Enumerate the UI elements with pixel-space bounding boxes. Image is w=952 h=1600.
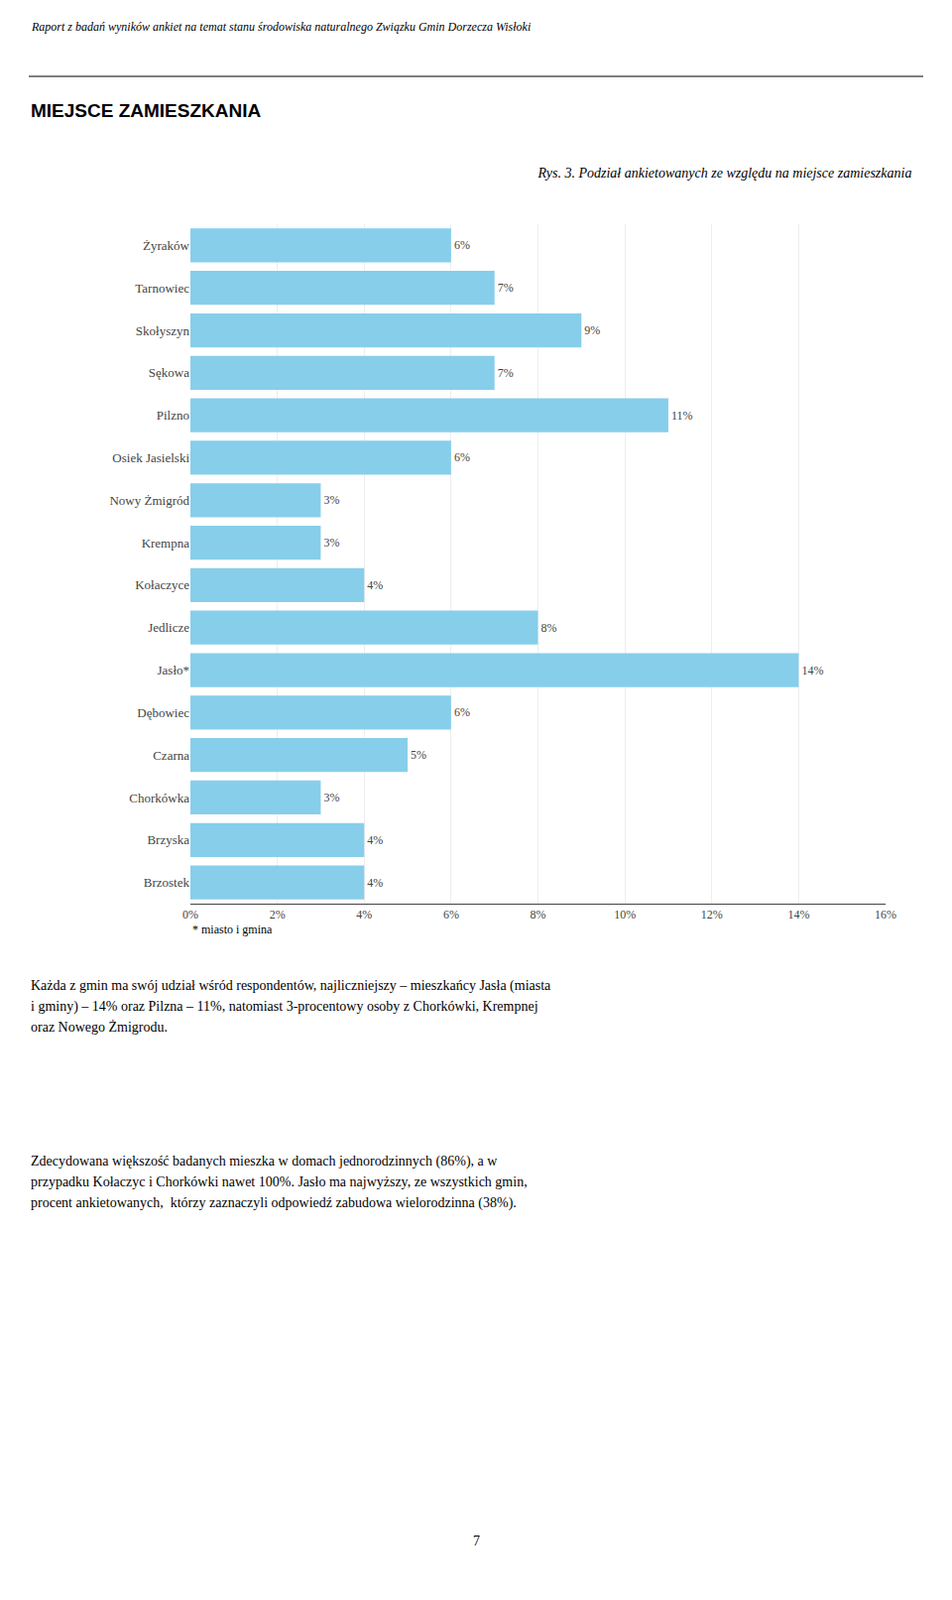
svg-text:MIEJSCE ZAMIESZKANIA: MIEJSCE ZAMIESZKANIA	[30, 100, 262, 121]
svg-text:12%: 12%	[701, 907, 723, 922]
svg-text:Jasło*: Jasło*	[157, 662, 191, 678]
svg-text:7%: 7%	[497, 365, 514, 380]
svg-text:Żyraków: Żyraków	[142, 238, 191, 253]
svg-text:4%: 4%	[366, 578, 383, 593]
svg-text:i gminy) – 14% oraz Pilzna – 1: i gminy) – 14% oraz Pilzna – 11%, natomi…	[30, 998, 539, 1015]
svg-text:Brzyska: Brzyska	[146, 832, 190, 847]
svg-text:2%: 2%	[269, 907, 286, 922]
svg-text:8%: 8%	[530, 907, 547, 922]
svg-text:4%: 4%	[366, 833, 383, 847]
svg-text:Dębowiec: Dębowiec	[136, 705, 190, 720]
svg-text:Zdecydowana większość badanych: Zdecydowana większość badanych mieszka w…	[30, 1153, 498, 1170]
svg-text:oraz Nowego Żmigrodu.: oraz Nowego Żmigrodu.	[30, 1019, 168, 1035]
svg-text:6%: 6%	[454, 238, 471, 252]
svg-text:6%: 6%	[454, 450, 471, 465]
svg-text:7: 7	[473, 1533, 480, 1548]
svg-text:Rys. 3. Podział ankietowanych: Rys. 3. Podział ankietowanych ze względu…	[537, 165, 913, 181]
svg-text:8%: 8%	[541, 620, 558, 635]
svg-text:Tarnowiec: Tarnowiec	[134, 280, 190, 296]
svg-text:Osiek Jasielski: Osiek Jasielski	[112, 450, 190, 466]
svg-text:3%: 3%	[323, 535, 340, 550]
svg-text:Raport z badań wyników ankiet: Raport z badań wyników ankiet na temat s…	[30, 19, 531, 34]
svg-text:przypadku Kołaczyc i Chorkówki: przypadku Kołaczyc i Chorkówki nawet 100…	[30, 1174, 528, 1190]
svg-text:6%: 6%	[443, 907, 460, 922]
svg-text:Brzostek: Brzostek	[143, 874, 191, 890]
svg-text:Każda z gmin ma swój udział wś: Każda z gmin ma swój udział wśród respon…	[30, 977, 552, 994]
svg-text:16%: 16%	[874, 907, 897, 922]
svg-text:6%: 6%	[454, 705, 471, 719]
svg-text:5%: 5%	[410, 747, 427, 762]
svg-text:Nowy Żmigród: Nowy Żmigród	[109, 492, 190, 508]
svg-text:Pilzno: Pilzno	[156, 407, 190, 423]
svg-text:3%: 3%	[323, 492, 340, 507]
svg-text:* miasto i gmina: * miasto i gmina	[192, 922, 273, 937]
svg-text:Sękowa: Sękowa	[148, 364, 190, 380]
svg-text:4%: 4%	[366, 875, 383, 890]
svg-text:Skołyszyn: Skołyszyn	[135, 323, 191, 339]
svg-text:0%: 0%	[182, 907, 199, 922]
svg-text:3%: 3%	[323, 790, 340, 805]
svg-text:Kołaczyce: Kołaczyce	[134, 577, 190, 593]
svg-text:9%: 9%	[584, 323, 600, 338]
svg-text:4%: 4%	[356, 907, 372, 922]
svg-text:11%: 11%	[671, 408, 694, 423]
svg-text:Jedlicze: Jedlicze	[147, 619, 190, 635]
svg-text:14%: 14%	[801, 663, 824, 678]
svg-text:Krempna: Krempna	[141, 535, 191, 551]
svg-text:procent ankietowanych, którzy: procent ankietowanych, którzy zaznaczyli…	[30, 1194, 517, 1211]
svg-text:Chorkówka: Chorkówka	[128, 790, 190, 806]
svg-text:7%: 7%	[497, 280, 514, 295]
svg-text:14%: 14%	[787, 907, 810, 922]
svg-text:Czarna: Czarna	[152, 747, 190, 763]
svg-text:10%: 10%	[613, 907, 636, 922]
